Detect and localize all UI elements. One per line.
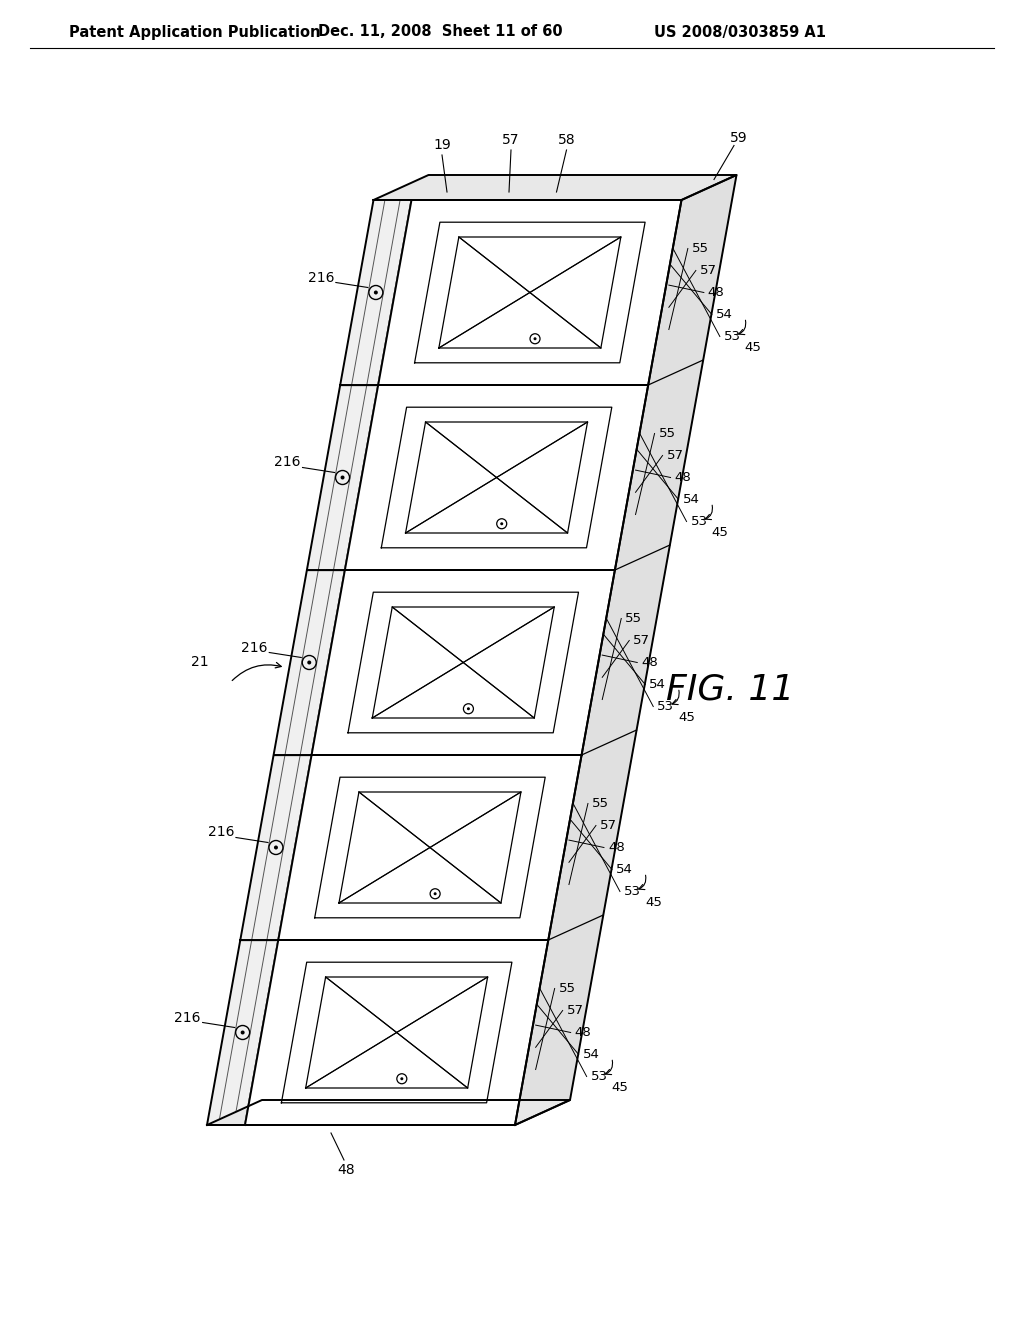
Circle shape bbox=[374, 290, 378, 294]
Text: 53: 53 bbox=[690, 515, 708, 528]
Text: 216: 216 bbox=[307, 271, 334, 285]
Circle shape bbox=[307, 660, 311, 664]
Text: FIG. 11: FIG. 11 bbox=[666, 673, 795, 708]
Text: 53: 53 bbox=[624, 884, 641, 898]
Text: 45: 45 bbox=[744, 341, 762, 354]
Text: 54: 54 bbox=[716, 308, 733, 321]
Text: 57: 57 bbox=[502, 133, 520, 147]
Polygon shape bbox=[374, 176, 736, 201]
Text: 57: 57 bbox=[633, 634, 650, 647]
Text: 48: 48 bbox=[675, 471, 691, 484]
Circle shape bbox=[534, 337, 537, 341]
Text: 48: 48 bbox=[574, 1026, 592, 1039]
Circle shape bbox=[241, 1031, 245, 1035]
Circle shape bbox=[433, 892, 436, 895]
Circle shape bbox=[400, 1077, 403, 1080]
Text: 57: 57 bbox=[600, 818, 616, 832]
Text: 21: 21 bbox=[191, 656, 209, 669]
Text: 48: 48 bbox=[337, 1163, 354, 1177]
Text: 59: 59 bbox=[730, 131, 748, 144]
Polygon shape bbox=[311, 570, 614, 755]
Text: 48: 48 bbox=[708, 286, 725, 300]
Text: 216: 216 bbox=[174, 1011, 201, 1024]
Text: 19: 19 bbox=[433, 139, 451, 152]
Text: 54: 54 bbox=[616, 863, 633, 876]
Text: 55: 55 bbox=[692, 242, 709, 255]
Text: 58: 58 bbox=[558, 133, 575, 147]
Polygon shape bbox=[207, 201, 412, 1125]
Text: 55: 55 bbox=[592, 797, 609, 810]
Text: 57: 57 bbox=[699, 264, 717, 277]
Polygon shape bbox=[515, 176, 736, 1125]
Circle shape bbox=[341, 475, 344, 479]
Text: 45: 45 bbox=[678, 711, 695, 723]
Circle shape bbox=[274, 846, 278, 850]
Polygon shape bbox=[245, 940, 548, 1125]
Text: Patent Application Publication: Patent Application Publication bbox=[70, 25, 321, 40]
Polygon shape bbox=[207, 1100, 570, 1125]
Text: Dec. 11, 2008  Sheet 11 of 60: Dec. 11, 2008 Sheet 11 of 60 bbox=[317, 25, 562, 40]
Text: 48: 48 bbox=[608, 841, 625, 854]
Text: 45: 45 bbox=[645, 896, 662, 909]
Text: 57: 57 bbox=[566, 1005, 584, 1016]
Text: 53: 53 bbox=[657, 700, 674, 713]
Polygon shape bbox=[279, 755, 582, 940]
Text: 48: 48 bbox=[641, 656, 658, 669]
Text: 53: 53 bbox=[591, 1071, 607, 1082]
Text: 55: 55 bbox=[559, 982, 575, 995]
Polygon shape bbox=[378, 201, 682, 385]
Text: 55: 55 bbox=[658, 426, 676, 440]
Text: 54: 54 bbox=[649, 678, 667, 690]
Text: 216: 216 bbox=[241, 640, 267, 655]
Polygon shape bbox=[345, 385, 648, 570]
Text: 55: 55 bbox=[626, 612, 642, 624]
Text: 53: 53 bbox=[724, 330, 740, 343]
Text: 54: 54 bbox=[583, 1048, 599, 1061]
Text: 57: 57 bbox=[667, 449, 684, 462]
Circle shape bbox=[467, 708, 470, 710]
Text: 216: 216 bbox=[274, 455, 301, 470]
Text: US 2008/0303859 A1: US 2008/0303859 A1 bbox=[654, 25, 826, 40]
Text: 45: 45 bbox=[712, 525, 728, 539]
Text: 216: 216 bbox=[208, 825, 234, 840]
Circle shape bbox=[501, 523, 503, 525]
Text: 54: 54 bbox=[683, 492, 699, 506]
Text: 45: 45 bbox=[611, 1081, 629, 1094]
